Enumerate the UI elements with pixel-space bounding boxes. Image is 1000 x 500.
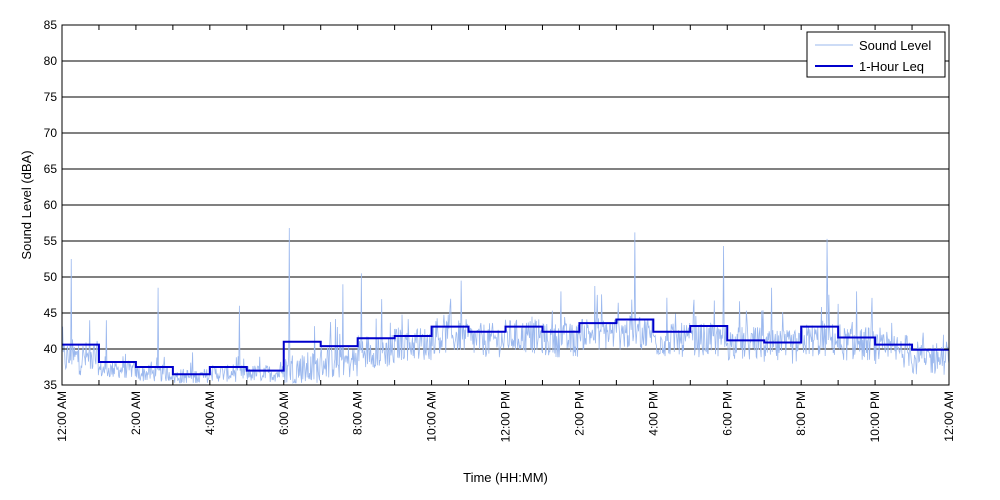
x-tick-label: 8:00 AM	[351, 391, 365, 435]
y-axis-ticks: 35 40 45 50 55 60 65 70 75 80 85	[44, 18, 949, 392]
y-tick-label-35: 35	[44, 378, 58, 392]
y-tick-label-80: 80	[44, 54, 58, 68]
y-tick-label-50: 50	[44, 270, 58, 284]
y-tick-label-45: 45	[44, 306, 58, 320]
x-tick-label: 12:00 AM	[55, 391, 69, 442]
y-tick-label-70: 70	[44, 126, 58, 140]
y-tick-label-65: 65	[44, 162, 58, 176]
y-tick-label-85: 85	[44, 18, 58, 32]
y-tick-label-75: 75	[44, 90, 58, 104]
x-tick-label: 6:00 PM	[720, 391, 734, 436]
sound-level-line	[61, 228, 950, 385]
x-tick-label: 10:00 AM	[425, 391, 439, 442]
legend-entry-leq: 1-Hour Leq	[859, 59, 924, 74]
x-tick-label: 2:00 AM	[129, 391, 143, 435]
y-tick-label-40: 40	[44, 342, 58, 356]
legend: Sound Level 1-Hour Leq	[806, 31, 946, 78]
legend-box	[806, 31, 946, 78]
x-tick-label: 8:00 PM	[794, 391, 808, 436]
x-tick-label: 10:00 PM	[868, 391, 882, 442]
x-axis-ticks: 12:00 AM 2:00 AM 4:00 AM 6:00 AM 8:00 AM 10:0…	[55, 25, 956, 442]
legend-entry-sound-level: Sound Level	[859, 38, 931, 53]
sound-level-series	[61, 228, 950, 385]
x-axis-title: Time (HH:MM)	[463, 470, 548, 485]
leq-step-line	[62, 318, 949, 376]
grid-lines	[62, 60, 949, 350]
leq-series	[62, 318, 949, 376]
x-tick-label: 12:00 PM	[499, 391, 513, 442]
y-tick-label-60: 60	[44, 198, 58, 212]
y-axis-title: Sound Level (dBA)	[19, 150, 34, 259]
x-tick-label: 4:00 AM	[203, 391, 217, 435]
y-tick-label-55: 55	[44, 234, 58, 248]
x-tick-label: 6:00 AM	[277, 391, 291, 435]
x-tick-label: 4:00 PM	[646, 391, 660, 436]
x-tick-label: 2:00 PM	[572, 391, 586, 436]
x-tick-label: 12:00 AM	[942, 391, 956, 442]
